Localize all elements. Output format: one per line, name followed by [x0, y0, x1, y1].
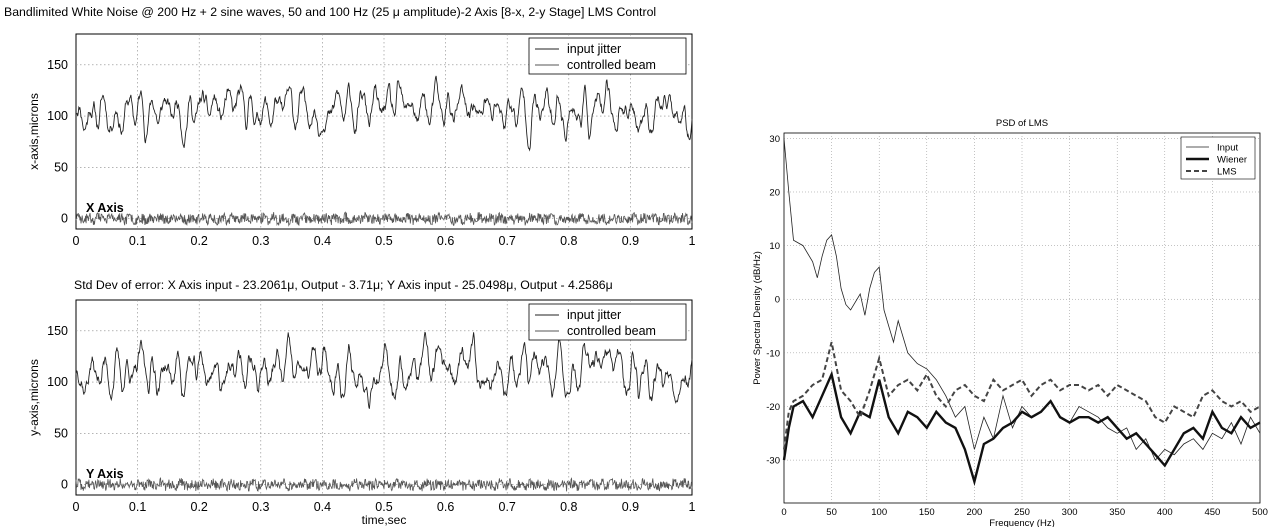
controlled-beam-line [75, 476, 693, 492]
x-tick-label: 1 [689, 234, 696, 248]
psd-y-tick-label: 10 [769, 241, 780, 252]
psd-y-tick-label: -20 [766, 402, 780, 413]
x-axis-plot: 0 0.1 0.2 0.3 0.4 0.5 0.6 0.7 0.8 0.9 1 0 50 100 150 x-… [27, 33, 696, 248]
psd-y-tick-label: 30 [769, 134, 780, 145]
controlled-beam-line [75, 211, 693, 227]
psd-y-tick-label: 0 [775, 295, 780, 306]
psd-y-tick-label: -30 [766, 456, 780, 467]
y-tick-label: 50 [54, 160, 68, 174]
psd-x-tick-label: 0 [781, 507, 786, 518]
x-tick-label: 0.8 [560, 234, 577, 248]
psd-legend-label-input: Input [1217, 143, 1238, 154]
x-tick-label: 0.5 [375, 500, 392, 514]
legend-box [528, 303, 687, 341]
psd-legend-label-wiener: Wiener [1217, 155, 1247, 166]
x-tick-label: 0.9 [622, 234, 639, 248]
y-axis-plot: 0 0.1 0.2 0.3 0.4 0.5 0.6 0.7 0.8 0.9 1 0 50 100 150 y-… [27, 299, 696, 527]
psd-legend-label-lms: LMS [1217, 167, 1237, 178]
legend-label-input: input jitter [567, 308, 621, 322]
y-tick-label: 50 [54, 426, 68, 440]
psd-x-axis-label: Frequency (Hz) [989, 518, 1054, 527]
psd-series-wiener [782, 370, 1261, 487]
y-axis-label: y-axis,microns [27, 359, 41, 436]
x-tick-label: 0.3 [252, 234, 269, 248]
x-tick-label: 0.6 [437, 234, 454, 248]
x-tick-label: 0.7 [499, 500, 516, 514]
psd-y-axis-label: Power Spectral Density (dB/Hz) [752, 251, 763, 385]
psd-plot-area [783, 132, 1261, 504]
psd-series-input [783, 138, 1261, 461]
x-tick-label: 0.1 [129, 234, 146, 248]
axis-annotation: Y Axis [86, 467, 124, 481]
psd-x-tick-label: 50 [826, 507, 837, 518]
psd-title: PSD of LMS [996, 118, 1048, 129]
legend-label-input: input jitter [567, 42, 621, 56]
x-tick-label: 0.1 [129, 500, 146, 514]
legend-box [528, 37, 687, 75]
x-tick-label: 0.8 [560, 500, 577, 514]
x-tick-label: 0.9 [622, 500, 639, 514]
psd-series-lms [783, 341, 1261, 450]
x-tick-label: 0.2 [191, 234, 208, 248]
x-tick-label: 1 [689, 500, 696, 514]
psd-x-tick-label: 400 [1157, 507, 1173, 518]
x-tick-label: 0 [73, 234, 80, 248]
psd-y-tick-label: 20 [769, 187, 780, 198]
legend-label-controlled: controlled beam [567, 58, 656, 72]
x-tick-label: 0.4 [314, 234, 331, 248]
psd-x-tick-label: 200 [966, 507, 982, 518]
y-tick-label: 150 [47, 58, 68, 72]
legend-label-controlled: controlled beam [567, 324, 656, 338]
x-tick-label: 0 [73, 500, 80, 514]
x-axis-label: time,sec [362, 513, 407, 527]
top-title: Bandlimited White Noise @ 200 Hz + 2 sin… [4, 5, 656, 19]
psd-y-tick-label: -10 [766, 348, 780, 359]
input-jitter-line [75, 331, 693, 409]
middle-title: Std Dev of error: X Axis input - 23.2061… [74, 278, 613, 292]
x-tick-label: 0.5 [375, 234, 392, 248]
psd-x-tick-label: 500 [1252, 507, 1268, 518]
psd-x-tick-label: 300 [1062, 507, 1078, 518]
psd-x-tick-label: 350 [1109, 507, 1125, 518]
y-axis-label: x-axis,microns [27, 93, 41, 170]
x-tick-label: 0.3 [252, 500, 269, 514]
psd-x-tick-label: 450 [1204, 507, 1220, 518]
axis-annotation: X Axis [86, 201, 124, 215]
x-tick-label: 0.7 [499, 234, 516, 248]
y-tick-label: 100 [47, 375, 68, 389]
psd-x-tick-label: 150 [919, 507, 935, 518]
y-tick-label: 0 [61, 212, 68, 226]
x-tick-label: 0.6 [437, 500, 454, 514]
psd-x-tick-label: 250 [1014, 507, 1030, 518]
y-tick-label: 100 [47, 109, 68, 123]
input-jitter-line [75, 75, 693, 152]
y-tick-label: 150 [47, 324, 68, 338]
x-tick-label: 0.4 [314, 500, 331, 514]
x-tick-label: 0.2 [191, 500, 208, 514]
y-tick-label: 0 [61, 478, 68, 492]
psd-x-tick-label: 100 [871, 507, 887, 518]
